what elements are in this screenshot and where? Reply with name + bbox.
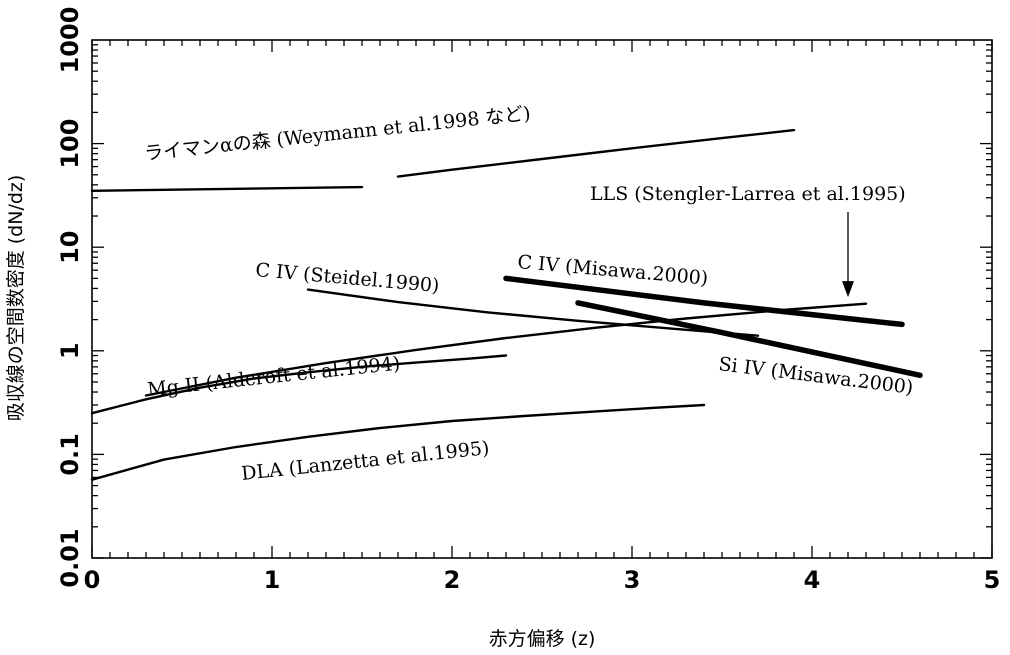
y-tick-label: 10 xyxy=(56,230,84,263)
series-lines xyxy=(90,128,923,481)
series-line-5 xyxy=(90,354,508,415)
y-tick-label: 1000 xyxy=(56,7,84,74)
label-dla: DLA (Lanzetta et al.1995) xyxy=(240,437,490,485)
label-lyman-alpha-forest: ライマンαの森 (Weymann et al.1998 など) xyxy=(143,103,531,165)
y-tick-label: 1 xyxy=(56,342,84,359)
series-line-2 xyxy=(503,275,905,328)
label-mgii: Mg II (Aldcroft et al.1994) xyxy=(146,353,401,401)
series-line-3 xyxy=(575,300,923,379)
series-line-4 xyxy=(144,302,868,397)
x-tick-label: 1 xyxy=(264,566,281,594)
series-line-0 xyxy=(396,128,796,178)
x-tick-labels: 0 1 2 3 4 5 xyxy=(84,566,1001,594)
label-lls: LLS (Stengler-Larrea et al.1995) xyxy=(590,183,906,205)
plot-frame xyxy=(91,39,993,559)
series-line-0 xyxy=(90,185,364,192)
y-axis-title: 吸収線の空間数密度 (dN/dz) xyxy=(5,175,27,422)
x-tick-label: 3 xyxy=(624,566,641,594)
x-tick-label: 4 xyxy=(804,566,821,594)
series-line-1 xyxy=(306,288,760,337)
label-civ-steidel: C IV (Steidel.1990) xyxy=(255,259,441,297)
x-tick-label: 5 xyxy=(984,566,1001,594)
y-tick-labels: 0.01 0.1 1 10 100 1000 xyxy=(56,7,84,588)
x-axis-title: 赤方偏移 (z) xyxy=(489,628,596,650)
x-tick-label: 0 xyxy=(84,566,101,594)
y-tick-label: 100 xyxy=(56,119,84,169)
axis-ticks xyxy=(91,40,993,559)
y-tick-label: 0.01 xyxy=(56,528,84,587)
lls-arrow-head xyxy=(842,281,854,298)
series-line-6 xyxy=(90,403,706,481)
label-siiv-misawa: Si IV (Misawa.2000) xyxy=(717,353,914,399)
lls-arrow xyxy=(842,212,854,298)
x-tick-label: 2 xyxy=(444,566,461,594)
y-tick-label: 0.1 xyxy=(56,433,84,476)
